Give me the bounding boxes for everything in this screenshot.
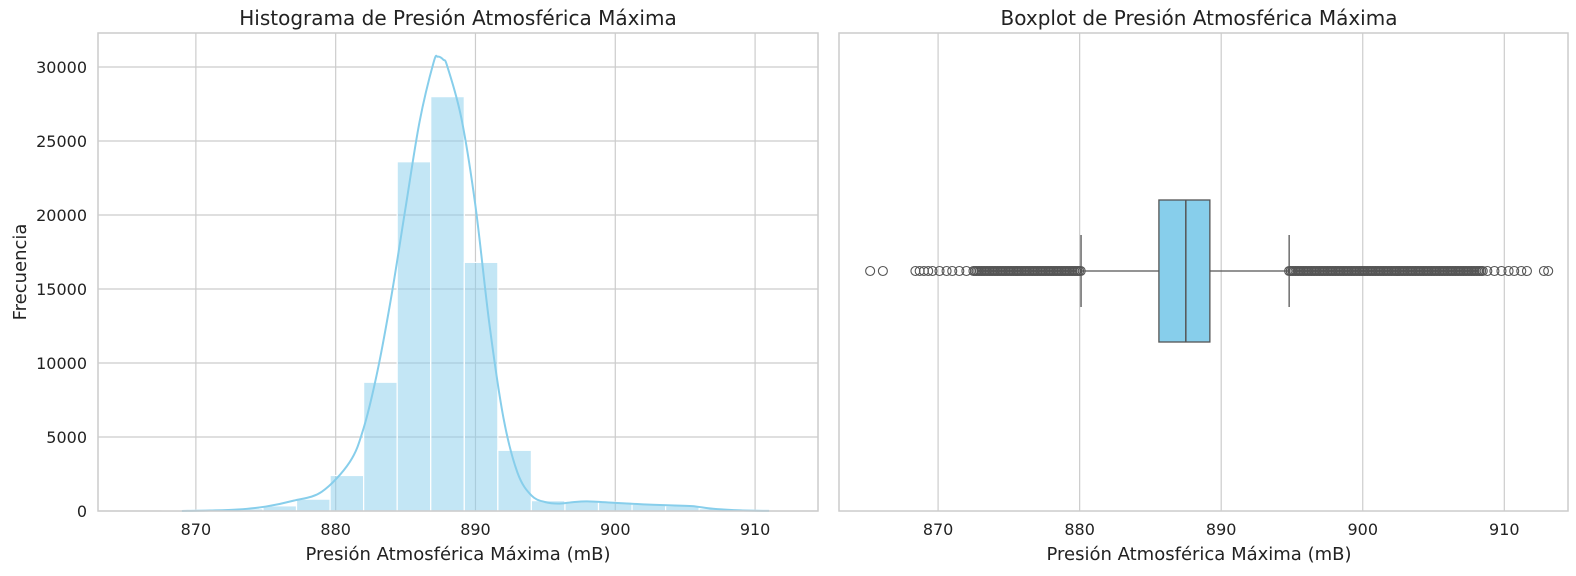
- boxplot-outliers: [865, 265, 1554, 277]
- boxplot-panel: 870 880 890 900 910 Boxplot de Presión Atmos…: [838, 6, 1569, 565]
- y-tick-label: 15000: [36, 280, 87, 299]
- outlier-point: [934, 265, 945, 277]
- histogram-bar: [497, 449, 532, 512]
- histogram-x-label: Presión Atmosférica Máxima (mB): [305, 544, 610, 565]
- x-tick-label: 910: [1489, 520, 1520, 539]
- histogram-title: Histograma de Presión Atmosférica Máxima: [239, 6, 676, 30]
- outlier-point: [954, 265, 965, 277]
- x-tick-label: 870: [181, 520, 212, 539]
- x-tick-label: 890: [460, 520, 491, 539]
- boxplot-outlier-clusters: [968, 265, 1488, 277]
- histogram-frame: [97, 32, 819, 512]
- boxplot-x-ticks: 870 880 890 900 910: [923, 520, 1520, 539]
- iqr-box: [1158, 199, 1211, 343]
- y-tick-label: 0: [77, 502, 87, 521]
- y-tick-label: 10000: [36, 354, 87, 373]
- outlier-point: [1489, 265, 1500, 277]
- outlier-point: [1521, 265, 1532, 277]
- histogram-bar: [396, 161, 432, 512]
- y-tick-label: 20000: [36, 206, 87, 225]
- outlier-point: [1538, 265, 1549, 277]
- histogram-y-ticks: 0 5000 10000 15000 20000 25000 30000: [36, 58, 87, 521]
- outlier-point: [1482, 265, 1493, 277]
- kde-curve: [181, 54, 770, 512]
- outlier-point: [865, 265, 876, 277]
- x-tick-label: 880: [1064, 520, 1095, 539]
- histogram-bar: [430, 96, 465, 512]
- x-tick-label: 880: [320, 520, 351, 539]
- boxplot-title: Boxplot de Presión Atmosférica Máxima: [1001, 6, 1398, 30]
- outlier-point: [1516, 265, 1527, 277]
- outlier-point: [1503, 265, 1514, 277]
- y-tick-label: 30000: [36, 58, 87, 77]
- boxplot-x-label: Presión Atmosférica Máxima (mB): [1046, 544, 1351, 565]
- boxplot-frame: [838, 32, 1569, 512]
- outlier-point: [1543, 265, 1554, 277]
- y-tick-label: 25000: [36, 132, 87, 151]
- outlier-point: [877, 265, 888, 277]
- outlier-point: [1509, 265, 1520, 277]
- histogram-bar: [295, 498, 331, 512]
- outlier-point: [1496, 265, 1507, 277]
- outlier-point: [947, 265, 958, 277]
- x-tick-label: 870: [923, 520, 954, 539]
- histogram-bar: [463, 261, 499, 512]
- outlier-point: [923, 265, 934, 277]
- boxplot-box: [1080, 199, 1290, 343]
- x-tick-label: 900: [600, 520, 631, 539]
- histogram-bar: [363, 381, 398, 512]
- histogram-panel: 870 880 890 900 910 0 5000 10000 15000 20000 2500…: [10, 6, 819, 565]
- x-tick-label: 890: [1206, 520, 1237, 539]
- outlier-point: [961, 265, 972, 277]
- x-tick-label: 910: [740, 520, 771, 539]
- histogram-y-label: Frecuencia: [10, 224, 31, 321]
- histogram-x-ticks: 870 880 890 900 910: [181, 520, 771, 539]
- outlier-point: [927, 265, 938, 277]
- y-tick-label: 5000: [46, 428, 87, 447]
- x-tick-label: 900: [1347, 520, 1378, 539]
- histogram-bars: [128, 96, 801, 512]
- outlier-point: [1477, 265, 1488, 277]
- outlier-point: [941, 265, 952, 277]
